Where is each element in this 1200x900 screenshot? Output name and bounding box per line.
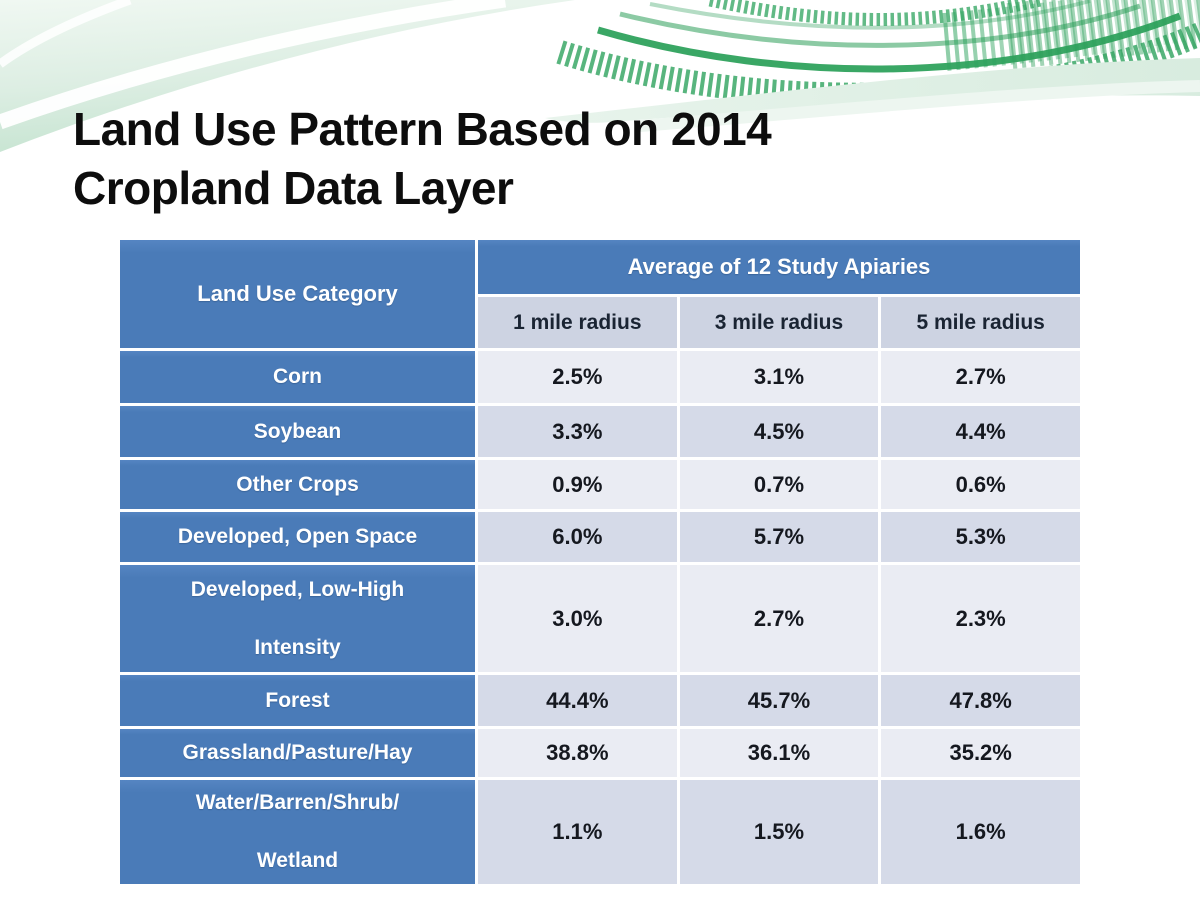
cell-value: 4.4% bbox=[881, 406, 1080, 457]
cell-value: 38.8% bbox=[478, 729, 677, 777]
wave-concentric-arcs bbox=[556, 0, 1200, 107]
cell-value: 1.6% bbox=[881, 780, 1080, 884]
cell-value: 2.5% bbox=[478, 351, 677, 403]
cell-value: 2.3% bbox=[881, 565, 1080, 672]
cell-value: 0.9% bbox=[478, 460, 677, 509]
cell-value: 0.7% bbox=[679, 460, 879, 509]
cell-value: 45.7% bbox=[679, 675, 879, 726]
cell-value: 35.2% bbox=[881, 729, 1080, 777]
group-header: Average of 12 Study Apiaries bbox=[478, 240, 1080, 294]
column-header-3-mile: 3 mile radius bbox=[679, 297, 879, 348]
row-category-grassland-pasture-hay: Grassland/Pasture/Hay bbox=[120, 729, 475, 777]
category-column-header: Land Use Category bbox=[120, 240, 475, 348]
cell-value: 5.3% bbox=[881, 512, 1080, 562]
row-category-developed-low-high: Developed, Low-High Intensity bbox=[120, 565, 475, 672]
cell-value: 2.7% bbox=[679, 565, 879, 672]
cell-value: 47.8% bbox=[881, 675, 1080, 726]
row-category-developed-open-space: Developed, Open Space bbox=[120, 512, 475, 562]
cell-value: 36.1% bbox=[679, 729, 879, 777]
cell-value: 3.1% bbox=[679, 351, 879, 403]
row-category-other-crops: Other Crops bbox=[120, 460, 475, 509]
cell-value: 3.0% bbox=[478, 565, 677, 672]
cell-value: 5.7% bbox=[679, 512, 879, 562]
cell-value: 0.6% bbox=[881, 460, 1080, 509]
cell-value: 2.7% bbox=[881, 351, 1080, 403]
wave-stripe-band-right bbox=[942, 0, 1200, 71]
row-category-water-barren-shrub-wetland: Water/Barren/Shrub/ Wetland bbox=[120, 780, 475, 884]
cell-value: 4.5% bbox=[679, 406, 879, 457]
land-use-table: Land Use Category Average of 12 Study Ap… bbox=[120, 240, 1080, 884]
row-category-corn: Corn bbox=[120, 351, 475, 403]
cell-value: 3.3% bbox=[478, 406, 677, 457]
cell-value: 6.0% bbox=[478, 512, 677, 562]
row-category-forest: Forest bbox=[120, 675, 475, 726]
cell-value: 1.1% bbox=[478, 780, 677, 884]
column-header-1-mile: 1 mile radius bbox=[478, 297, 677, 348]
row-category-soybean: Soybean bbox=[120, 406, 475, 457]
slide-title: Land Use Pattern Based on 2014 Cropland … bbox=[73, 103, 772, 214]
cell-value: 44.4% bbox=[478, 675, 677, 726]
column-header-5-mile: 5 mile radius bbox=[881, 297, 1080, 348]
cell-value: 1.5% bbox=[679, 780, 879, 884]
